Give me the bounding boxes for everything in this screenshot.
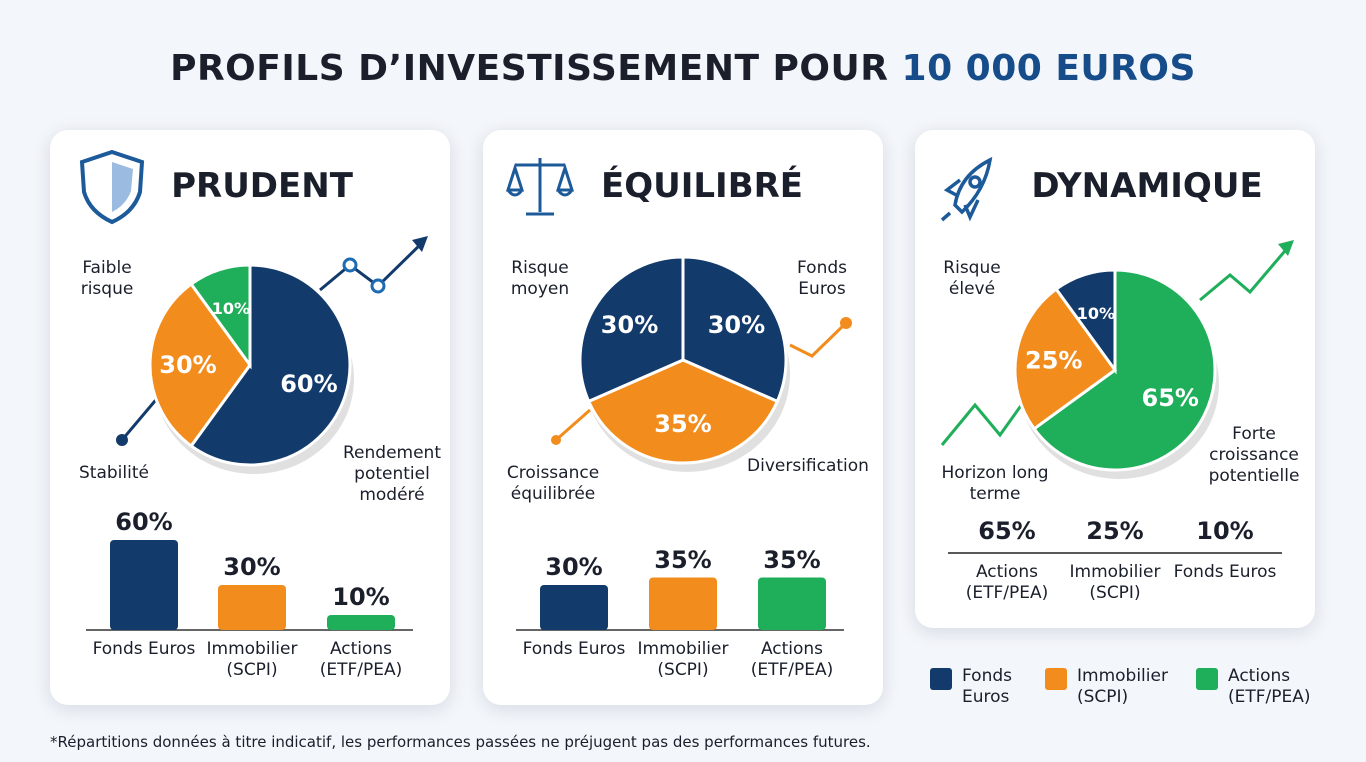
pie-slice xyxy=(1032,268,1217,472)
slice-label: 10% xyxy=(212,299,250,318)
bar xyxy=(649,577,717,630)
decoration xyxy=(789,321,848,358)
slice-label: 60% xyxy=(280,370,337,398)
slice-label: 30% xyxy=(601,311,658,339)
slice-label: 10% xyxy=(1077,304,1115,323)
bar-value-label: 60% xyxy=(115,508,173,536)
table-category: Immobilier (SCPI) xyxy=(1069,562,1161,603)
x-tick-label: Fonds Euros xyxy=(522,639,626,659)
pie-slice xyxy=(189,263,352,467)
footnote: *Répartitions données à titre indicatif,… xyxy=(50,733,871,751)
decoration xyxy=(412,236,428,252)
title-text: PROFILS D’INVESTISSEMENT POUR xyxy=(170,48,889,89)
slice-label: 35% xyxy=(654,410,711,438)
bar-value-label: 35% xyxy=(763,545,821,574)
legend-swatch xyxy=(1045,668,1067,690)
decoration xyxy=(551,435,561,445)
bar xyxy=(110,540,178,630)
legend-label: Fonds Euros xyxy=(962,666,1012,707)
pie-slice xyxy=(1054,268,1117,375)
annotation: Risque moyen xyxy=(510,258,570,299)
table-value: 65% xyxy=(978,517,1036,545)
title-highlight: 10 000 EUROS xyxy=(901,48,1196,89)
bar-value-label: 30% xyxy=(545,553,603,581)
x-tick-label: Immobilier (SCPI) xyxy=(206,639,298,680)
annotation: Forte croissance potentielle xyxy=(1208,424,1300,486)
slice-label: 30% xyxy=(159,351,216,379)
decoration xyxy=(555,408,591,442)
slice-label: 65% xyxy=(1142,384,1199,412)
legend-label: Actions (ETF/PEA) xyxy=(1228,666,1311,707)
decoration xyxy=(1278,240,1294,256)
slice-label: 30% xyxy=(708,311,765,339)
bar xyxy=(327,615,395,630)
annotation: Risque élevé xyxy=(943,258,1001,299)
annotation: Diversification xyxy=(747,456,869,476)
x-tick-label: Immobilier (SCPI) xyxy=(637,639,729,680)
pie-slice xyxy=(578,255,685,404)
shield-icon xyxy=(79,149,145,225)
annotation: Stabilité xyxy=(79,463,149,483)
x-tick-label: Fonds Euros xyxy=(92,639,196,659)
card-title: DYNAMIQUE xyxy=(1031,166,1263,206)
decoration xyxy=(940,399,1027,446)
table-category: Actions (ETF/PEA) xyxy=(965,562,1049,603)
table-category: Fonds Euros xyxy=(1173,562,1277,582)
pie-slice xyxy=(148,282,252,448)
card-title: ÉQUILIBRÉ xyxy=(600,166,804,206)
legend-label: Immobilier (SCPI) xyxy=(1077,666,1168,707)
decoration xyxy=(1199,244,1292,302)
slice-label: 25% xyxy=(1025,346,1082,374)
annotation: Rendement potentiel modéré xyxy=(343,443,441,505)
legend-swatch xyxy=(930,668,952,690)
bar xyxy=(540,585,608,630)
decoration xyxy=(342,257,358,273)
title: PROFILS D’INVESTISSEMENT POUR 10 000 EUR… xyxy=(0,48,1366,89)
pie-slice xyxy=(681,255,788,404)
table-value: 10% xyxy=(1196,517,1254,545)
legend-swatch xyxy=(1196,668,1218,690)
bar-value-label: 35% xyxy=(654,545,712,574)
pie-slice xyxy=(586,358,780,465)
annotation: Horizon long terme xyxy=(941,463,1049,504)
table-value: 25% xyxy=(1086,517,1144,545)
x-tick-label: Actions (ETF/PEA) xyxy=(750,639,834,680)
x-tick-label: Actions (ETF/PEA) xyxy=(319,639,403,680)
annotation: Fonds Euros xyxy=(797,258,847,299)
decoration xyxy=(319,238,427,292)
shield-icon xyxy=(112,162,133,212)
pie-slice xyxy=(1013,287,1118,431)
decoration xyxy=(370,278,386,294)
decoration xyxy=(116,434,128,446)
bar xyxy=(218,585,286,630)
pie-slice xyxy=(189,263,252,370)
bar-value-label: 30% xyxy=(223,553,281,581)
bar-value-label: 10% xyxy=(332,583,390,611)
card-title: PRUDENT xyxy=(171,166,353,206)
decoration xyxy=(120,394,162,441)
annotation: Faible risque xyxy=(80,258,134,299)
rocket-icon xyxy=(940,156,993,222)
scale-icon xyxy=(505,158,575,216)
annotation: Croissance équilibrée xyxy=(506,463,600,504)
decoration xyxy=(840,317,852,329)
bar xyxy=(758,577,826,630)
